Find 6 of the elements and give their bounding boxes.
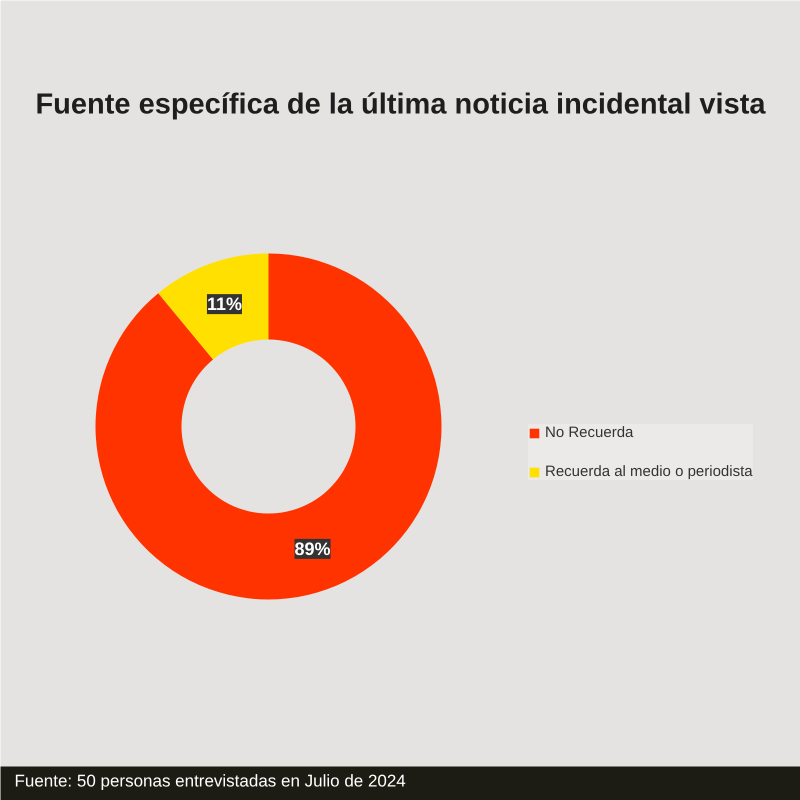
legend-label: Recuerda al medio o periodista	[545, 463, 753, 480]
data-label: 89%	[294, 538, 331, 559]
data-label: 11%	[206, 294, 242, 314]
chart-title: Fuente específica de la última noticia incidental vista	[35, 88, 766, 120]
source-note: Fuente: 50 personas entrevistadas en Julio de 2024	[14, 772, 406, 790]
legend-label: No Recuerda	[545, 424, 634, 441]
